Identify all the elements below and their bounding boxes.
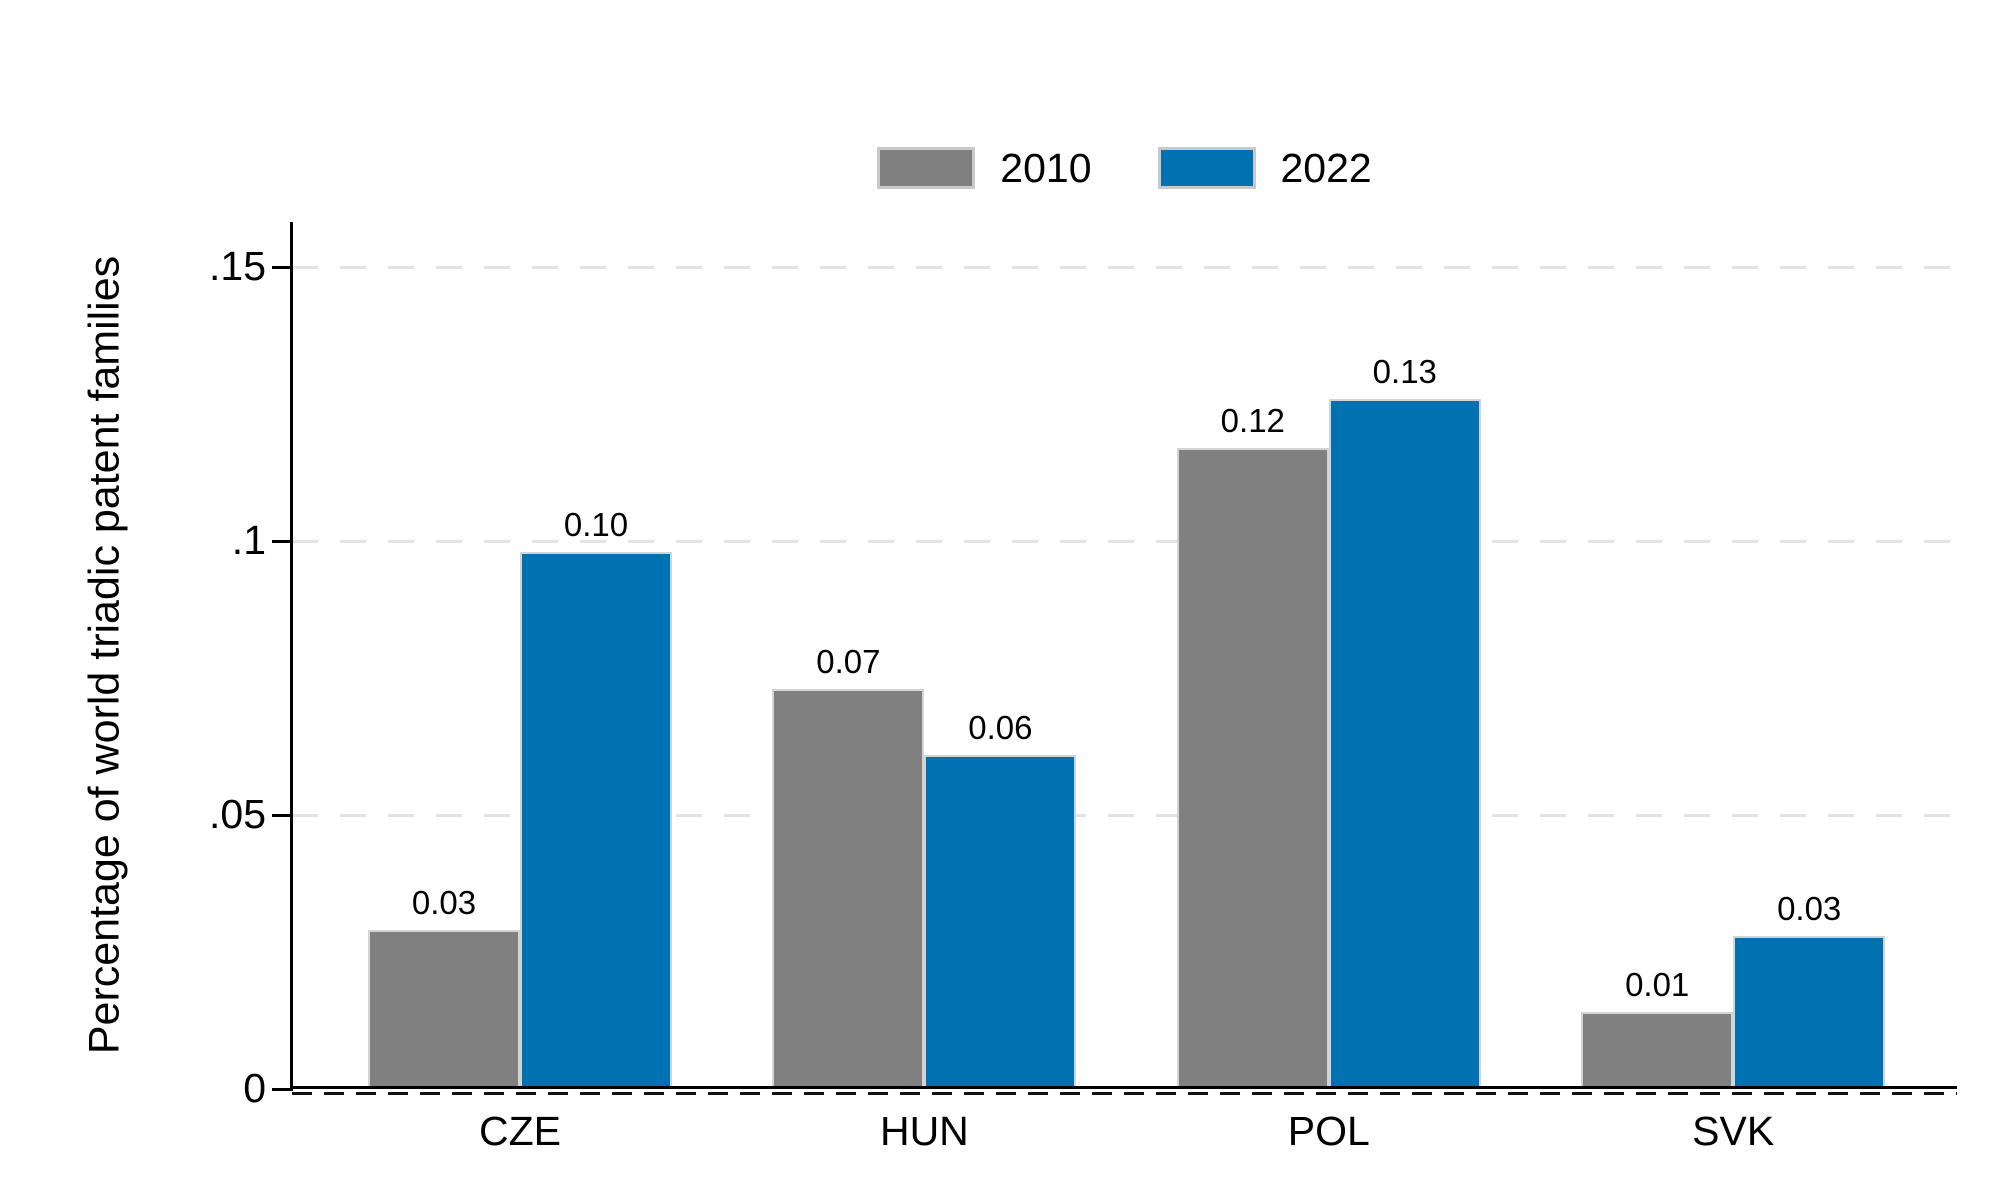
bar-value-label-2022-pol: 0.13 [1372,353,1437,390]
x-category-label-hun: HUN [879,1108,969,1154]
bar-value-label-2010-cze: 0.03 [411,884,477,921]
bar-value-label-2010-hun: 0.07 [816,643,881,680]
x-axis-zero-dashed-line [292,1092,1957,1095]
legend-label-2022: 2022 [1280,145,1372,191]
y-axis-line [290,222,293,1091]
legend-item-2010: 2010 [877,145,1092,191]
y-tick-.1 [272,540,290,543]
x-category-label-svk: SVK [1692,1108,1775,1154]
y-tick-.15 [272,266,290,269]
bar-2010-cze [368,930,520,1089]
gridline-.05 [292,814,1957,817]
legend-item-2022: 2022 [1157,145,1372,191]
bar-value-label-2022-cze: 0.10 [563,506,629,543]
y-tick-0 [272,1088,290,1091]
bar-value-label-2022-svk: 0.03 [1777,890,1842,927]
bar-value-label-2010-svk: 0.01 [1625,966,1690,1003]
y-tick-.05 [272,814,290,817]
bar-2022-svk [1733,936,1886,1089]
bar-2010-hun [772,689,925,1089]
bar-2022-hun [924,755,1077,1089]
legend-label-2010: 2010 [1000,145,1092,191]
x-axis-line [290,1086,1957,1089]
bar-2022-cze [520,552,672,1089]
legend-swatch-2010 [877,147,976,189]
chart-legend: 2010 2022 [292,144,1957,192]
legend-swatch-2022 [1157,147,1256,189]
y-axis-title: Percentage of world triadic patent famil… [80,255,129,1055]
x-category-label-pol: POL [1287,1108,1370,1154]
x-category-label-cze: CZE [479,1108,561,1154]
y-tick-label-.15: .15 [209,243,266,289]
y-tick-label-.1: .1 [231,517,266,563]
y-tick-label-.05: .05 [209,791,266,837]
gridline-.1 [292,540,1957,543]
bar-2022-pol [1328,399,1481,1089]
bar-value-label-2022-hun: 0.06 [968,709,1033,746]
bar-value-label-2010-pol: 0.12 [1220,402,1285,439]
bar-2010-pol [1176,448,1329,1089]
gridline-.15 [292,266,1957,269]
bar-2010-svk [1581,1012,1734,1089]
y-tick-label-0: 0 [243,1065,266,1111]
plot-area: 0.03 0.10 0.07 0.06 0.12 0.13 0.01 0.03 [290,222,1957,1091]
